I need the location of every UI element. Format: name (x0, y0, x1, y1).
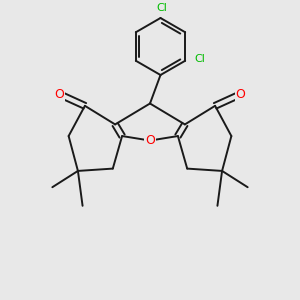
Text: O: O (145, 134, 155, 147)
Text: O: O (236, 88, 246, 101)
Text: Cl: Cl (194, 54, 205, 64)
Text: O: O (54, 88, 64, 101)
Text: Cl: Cl (157, 3, 167, 14)
